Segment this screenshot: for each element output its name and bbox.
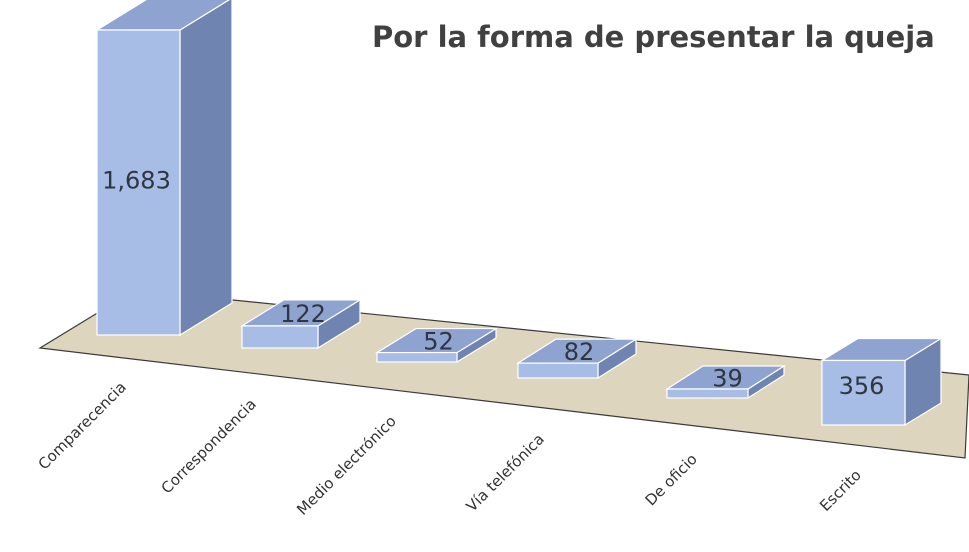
bar-de-oficio	[664, 364, 787, 400]
category-label-escrito: Escrito	[816, 466, 865, 515]
data-label: 122	[280, 300, 326, 328]
bar-front-face	[96, 29, 181, 336]
category-label-via-telefonica: Vía telefónica	[463, 430, 548, 515]
category-label-comparecencia: Comparecencia	[35, 378, 130, 473]
category-label-medio-electronico: Medio electrónico	[293, 412, 400, 519]
data-label: 356	[839, 372, 885, 400]
data-label: 82	[564, 338, 595, 366]
bar-side-face	[179, 0, 233, 337]
bars-layer	[94, 0, 944, 427]
category-label-correspondencia: Correspondencia	[158, 395, 260, 497]
data-label: 52	[423, 328, 454, 356]
bar-front-face	[376, 351, 458, 363]
bar-via-telefonica	[515, 338, 639, 380]
bar-front-face	[517, 362, 599, 379]
bar-front-face	[241, 325, 319, 349]
bar-front-face	[821, 359, 906, 426]
data-label: 1,683	[102, 167, 171, 195]
data-labels-layer: 1,683 122 52 82 39 356	[102, 167, 884, 400]
bar-comparecencia	[94, 0, 233, 337]
bar-medio-electronico	[374, 327, 499, 364]
bar-escrito	[819, 337, 944, 427]
data-label: 39	[712, 365, 743, 393]
bar-correspondencia	[239, 298, 363, 350]
chart-title: Por la forma de presentar la queja	[372, 20, 935, 54]
bar-front-face	[666, 388, 749, 399]
category-label-de-oficio: De oficio	[642, 450, 701, 509]
